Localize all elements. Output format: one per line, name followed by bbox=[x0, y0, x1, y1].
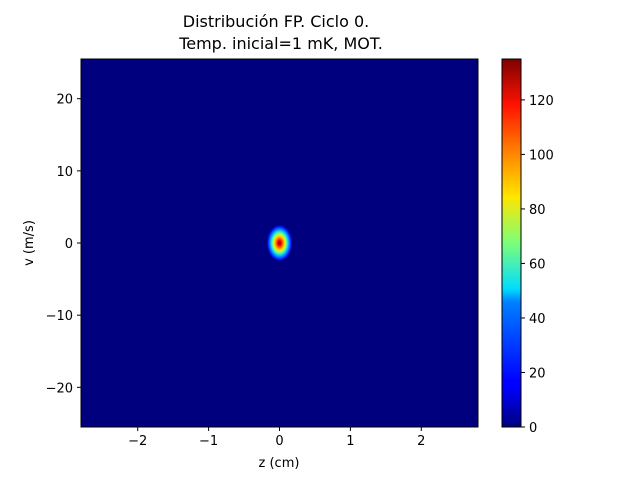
colorbar-ticks: 0 20 40 60 80 100 120 bbox=[521, 94, 554, 436]
distribution-peak bbox=[266, 224, 293, 262]
chart-title-line1: Distribución FP. Ciclo 0. bbox=[183, 12, 369, 31]
y-tick-label: 20 bbox=[56, 93, 73, 108]
x-tick-label: 0 bbox=[275, 434, 283, 449]
colorbar-gradient bbox=[501, 58, 522, 428]
y-tick-label: 0 bbox=[65, 237, 73, 252]
x-tick-label: −2 bbox=[128, 434, 147, 449]
y-tick-label: 10 bbox=[56, 165, 73, 180]
y-axis: −20 −10 0 10 20 bbox=[46, 93, 81, 396]
y-tick-label: −20 bbox=[46, 381, 73, 396]
colorbar-tick-label: 120 bbox=[529, 94, 554, 109]
colorbar: 0 20 40 60 80 100 120 bbox=[501, 58, 554, 436]
colorbar-tick-label: 0 bbox=[529, 421, 537, 436]
x-tick-label: 1 bbox=[346, 434, 354, 449]
chart-title-line2: Temp. inicial=1 mK, MOT. bbox=[178, 34, 383, 53]
x-axis-label: z (cm) bbox=[259, 456, 300, 471]
y-axis-label: v (m/s) bbox=[22, 220, 37, 266]
colorbar-tick-label: 80 bbox=[529, 203, 546, 218]
colorbar-tick-label: 40 bbox=[529, 312, 546, 327]
plot-area bbox=[80, 58, 479, 428]
x-tick-label: −1 bbox=[199, 434, 218, 449]
y-tick-label: −10 bbox=[46, 309, 73, 324]
x-tick-label: 2 bbox=[417, 434, 425, 449]
colorbar-tick-label: 60 bbox=[529, 257, 546, 272]
x-axis: −2 −1 0 1 2 bbox=[128, 427, 425, 449]
colorbar-tick-label: 20 bbox=[529, 366, 546, 381]
colorbar-tick-label: 100 bbox=[529, 148, 554, 163]
